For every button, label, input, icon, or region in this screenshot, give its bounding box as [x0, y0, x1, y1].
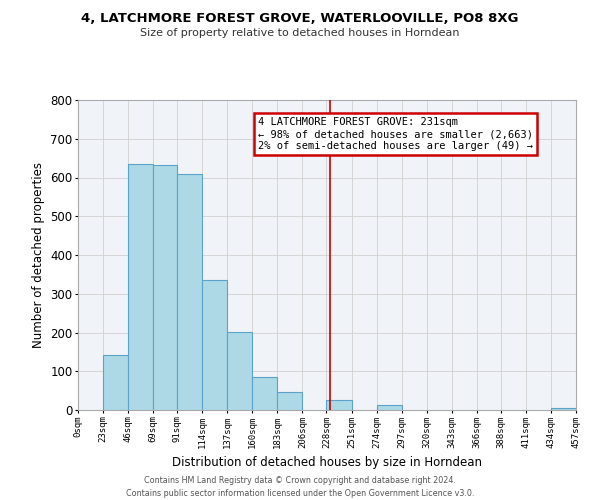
Bar — [227, 332, 253, 410]
Bar — [128, 164, 153, 410]
Bar — [177, 174, 202, 410]
Bar — [253, 377, 277, 410]
Text: 4 LATCHMORE FOREST GROVE: 231sqm
← 98% of detached houses are smaller (2,663)
2%: 4 LATCHMORE FOREST GROVE: 231sqm ← 98% o… — [258, 118, 533, 150]
Text: 4, LATCHMORE FOREST GROVE, WATERLOOVILLE, PO8 8XG: 4, LATCHMORE FOREST GROVE, WATERLOOVILLE… — [81, 12, 519, 26]
Bar — [277, 392, 302, 410]
Bar — [551, 408, 576, 410]
Bar — [326, 400, 352, 410]
Bar — [153, 165, 177, 410]
X-axis label: Distribution of detached houses by size in Horndean: Distribution of detached houses by size … — [172, 456, 482, 469]
Text: Contains HM Land Registry data © Crown copyright and database right 2024.
Contai: Contains HM Land Registry data © Crown c… — [126, 476, 474, 498]
Bar — [202, 280, 227, 410]
Bar — [377, 404, 401, 410]
Bar — [103, 354, 128, 410]
Y-axis label: Number of detached properties: Number of detached properties — [32, 162, 44, 348]
Text: Size of property relative to detached houses in Horndean: Size of property relative to detached ho… — [140, 28, 460, 38]
